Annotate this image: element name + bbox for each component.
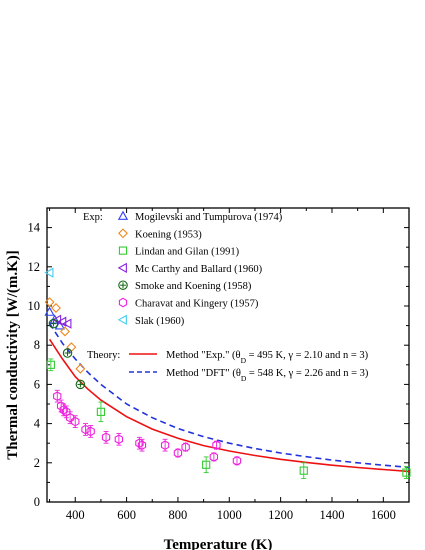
plot-border bbox=[46, 207, 410, 503]
point-series-5 bbox=[209, 452, 219, 462]
legend: Exp: Mogilevski and Tumpurova (1974) Koeni… bbox=[83, 210, 369, 383]
y-tick-label: 8 bbox=[34, 338, 40, 352]
legend-curve-label-1: Method "DFT" (θD = 548 K, γ = 2.26 and n… bbox=[166, 368, 369, 383]
theory-curves bbox=[48, 323, 409, 473]
legend-label-6: Slak (1960) bbox=[135, 316, 185, 327]
point-series-5 bbox=[160, 440, 170, 451]
legend-label-3: Mc Carthy and Ballard (1960) bbox=[135, 264, 263, 275]
point-series-5 bbox=[114, 434, 124, 445]
legend-exp-heading: Exp: bbox=[83, 212, 103, 223]
x-tick-label: 400 bbox=[66, 508, 85, 522]
legend-theory-heading: Theory: bbox=[87, 350, 120, 361]
y-tick-label: 2 bbox=[34, 456, 40, 470]
legend-marker-0 bbox=[117, 210, 129, 220]
point-series-5 bbox=[86, 426, 95, 437]
point-series-5 bbox=[101, 432, 111, 443]
theory-curve-solid bbox=[48, 338, 409, 473]
legend-marker-5 bbox=[118, 297, 128, 308]
point-series-5 bbox=[232, 455, 242, 466]
point-series-2 bbox=[402, 468, 411, 477]
point-series-4-ring bbox=[75, 379, 86, 390]
point-series-5 bbox=[212, 440, 221, 451]
point-series-5 bbox=[71, 416, 80, 427]
x-tick-label: 1000 bbox=[217, 508, 242, 522]
point-series-5 bbox=[137, 440, 147, 451]
point-series-2 bbox=[96, 407, 106, 416]
point-series-4 bbox=[62, 348, 73, 358]
legend-label-4: Smoke and Koening (1958) bbox=[135, 281, 252, 292]
point-series-1 bbox=[59, 326, 70, 337]
axis-ticks: 400 600 800 1000 1200 1400 1600 0 2 4 6 8 10 12 14 bbox=[28, 207, 410, 522]
point-series-5 bbox=[81, 424, 90, 435]
x-axis-title: Temperature (K) bbox=[164, 537, 273, 550]
x-tick-label: 1600 bbox=[371, 508, 396, 522]
point-series-5 bbox=[173, 448, 183, 458]
point-series-3 bbox=[62, 318, 72, 329]
x-tick-label: 1200 bbox=[268, 508, 293, 522]
point-series-4-ring bbox=[48, 318, 59, 329]
legend-marker-4 bbox=[118, 280, 128, 290]
legend-marker-3 bbox=[117, 262, 127, 274]
y-axis-title: Thermal conductivity [W/(m.K)] bbox=[5, 250, 21, 460]
plot-area bbox=[46, 207, 410, 503]
legend-marker-4-ring bbox=[118, 280, 128, 290]
data-points bbox=[44, 267, 411, 479]
legend-curve-label-0: Method "Exp." (θD = 495 K, γ = 2.10 and … bbox=[166, 350, 369, 365]
point-series-4 bbox=[75, 379, 86, 390]
point-series-6 bbox=[44, 267, 54, 278]
legend-label-2: Lindan and Gilan (1991) bbox=[135, 247, 240, 258]
legend-label-5: Charavat and Kingery (1957) bbox=[135, 299, 259, 310]
y-tick-label: 6 bbox=[34, 377, 40, 391]
y-tick-label: 4 bbox=[34, 417, 41, 431]
legend-marker-2 bbox=[118, 246, 128, 255]
point-series-2 bbox=[202, 460, 211, 469]
legend-marker-6 bbox=[117, 314, 127, 325]
legend-label-0: Mogilevski and Tumpurova (1974) bbox=[135, 212, 283, 223]
x-tick-label: 800 bbox=[169, 508, 188, 522]
point-series-4 bbox=[48, 318, 59, 329]
y-tick-label: 12 bbox=[28, 260, 41, 274]
y-tick-label: 10 bbox=[28, 299, 41, 313]
x-tick-label: 600 bbox=[117, 508, 136, 522]
legend-marker-1 bbox=[118, 228, 128, 239]
point-series-0 bbox=[44, 306, 55, 316]
legend-label-1: Koening (1953) bbox=[135, 229, 202, 240]
point-series-1 bbox=[44, 297, 55, 308]
point-series-2 bbox=[299, 466, 308, 475]
theory-curve-dashed bbox=[48, 323, 409, 469]
y-tick-label: 14 bbox=[28, 221, 41, 235]
y-tick-label: 0 bbox=[34, 495, 40, 509]
point-series-2 bbox=[46, 360, 55, 369]
x-tick-label: 1400 bbox=[319, 508, 344, 522]
point-series-5 bbox=[53, 391, 62, 402]
point-series-1 bbox=[51, 302, 61, 313]
point-series-4-ring bbox=[62, 348, 73, 358]
point-series-1 bbox=[75, 363, 86, 374]
point-series-5 bbox=[181, 442, 190, 452]
